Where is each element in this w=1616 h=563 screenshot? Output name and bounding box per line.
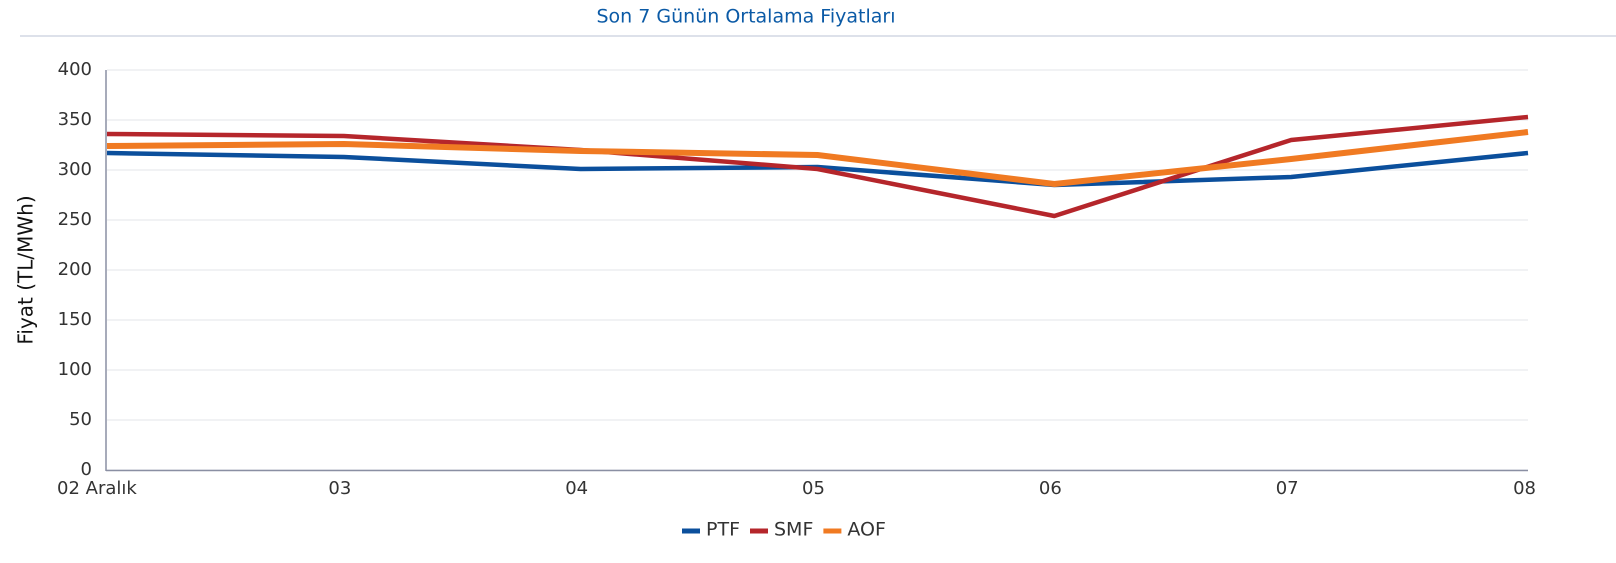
series-line	[106, 129, 1529, 187]
x-tick-label: 06	[1039, 478, 1062, 499]
y-tick-label: 200	[58, 259, 92, 280]
y-tick-label: 0	[81, 459, 92, 480]
y-tick-label: 400	[58, 59, 92, 80]
y-tick-label: 250	[58, 209, 92, 230]
x-tick-label: 07	[1276, 478, 1299, 499]
y-tick-label: 350	[58, 109, 92, 130]
series-line	[106, 114, 1529, 219]
y-tick-label: 300	[58, 159, 92, 180]
y-tick-label: 150	[58, 309, 92, 330]
grid	[107, 69, 1528, 471]
legend-label: PTF	[706, 519, 740, 541]
legend-label: AOF	[847, 519, 886, 541]
x-tick-label: 05	[802, 478, 825, 499]
x-tick-label: 08	[1513, 478, 1536, 499]
chart-title: Son 7 Günün Ortalama Fiyatları	[597, 6, 896, 28]
y-tick-label: 50	[69, 409, 92, 430]
x-tick-label: 04	[565, 478, 588, 499]
legend-label: SMF	[774, 519, 813, 541]
x-tick-label: 03	[328, 478, 351, 499]
y-axis-label: Fiyat (TL/MWh)	[14, 195, 38, 344]
y-tick-label: 100	[58, 359, 92, 380]
x-tick-label: 02 Aralık	[57, 478, 137, 499]
